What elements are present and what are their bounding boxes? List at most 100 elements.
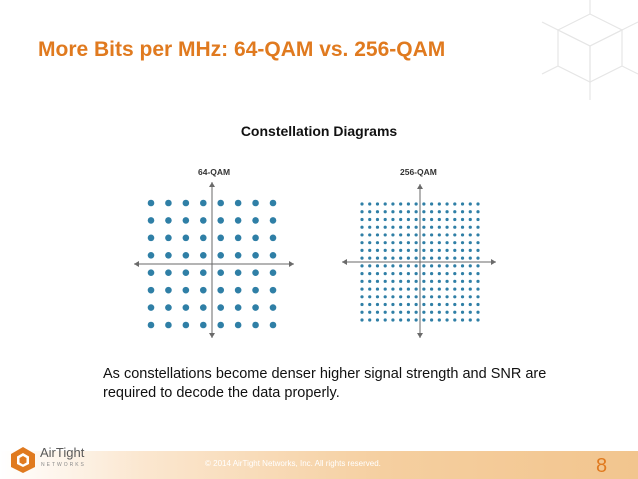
constellation-point (476, 310, 480, 314)
constellation-point (383, 318, 387, 322)
constellation-point (476, 248, 480, 252)
constellation-point (453, 241, 457, 245)
constellation-point (460, 233, 465, 237)
constellation-point (422, 318, 426, 322)
constellation-point (430, 210, 434, 214)
constellation-point (422, 256, 426, 260)
constellation-point (437, 202, 441, 206)
constellation-point (476, 225, 480, 229)
constellation-point (414, 302, 418, 307)
constellation-point (399, 256, 403, 260)
constellation-point (360, 248, 364, 252)
constellation-point (453, 264, 457, 268)
footer-bar (0, 451, 638, 479)
constellation-point (414, 233, 418, 237)
constellation-point (445, 225, 449, 229)
slide-title: More Bits per MHz: 64-QAM vs. 256-QAM (38, 38, 446, 61)
constellation-point (147, 269, 155, 277)
constellation-point (445, 248, 449, 252)
constellation-point (468, 225, 472, 229)
constellation-point (422, 272, 426, 276)
constellation-point (399, 217, 403, 222)
constellation-point (437, 318, 441, 322)
constellation-point (476, 295, 480, 299)
constellation-point (399, 210, 403, 214)
constellation-point (468, 318, 472, 322)
constellation-point (399, 241, 403, 245)
constellation-point (430, 318, 434, 322)
constellation-point (437, 264, 441, 268)
constellation-point (468, 279, 472, 283)
constellation-point (406, 248, 410, 252)
copyright-text: © 2014 AirTight Networks, Inc. All right… (205, 459, 381, 468)
constellation-point (360, 217, 364, 222)
constellation-point (399, 272, 403, 276)
constellation-point (360, 310, 364, 314)
constellation-point (453, 287, 457, 291)
constellation-point (252, 217, 259, 224)
constellation-point (445, 279, 449, 283)
constellation-point (165, 269, 172, 277)
axis-arrow (417, 333, 423, 338)
constellation-point (453, 256, 457, 260)
constellation-point (391, 264, 395, 268)
constellation-point (453, 318, 457, 322)
constellation-point (460, 248, 465, 252)
constellation-point (422, 264, 426, 268)
constellation-point (252, 286, 259, 294)
constellation-point (383, 279, 387, 283)
constellation-point (234, 251, 242, 259)
constellation-point (383, 241, 387, 245)
constellation-point (453, 202, 457, 206)
caption-text: As constellations become denser higher s… (103, 366, 547, 401)
constellation-point (414, 295, 418, 299)
constellation-point (360, 210, 364, 214)
constellation-point (165, 199, 172, 207)
constellation-point (422, 210, 426, 214)
constellation-point (199, 269, 207, 277)
constellation-point (383, 256, 387, 260)
constellation-point (399, 302, 403, 307)
constellation-point (460, 287, 465, 291)
constellation-point (445, 302, 449, 307)
constellation-point (468, 264, 472, 268)
constellation-point (368, 248, 372, 252)
constellation-point (430, 272, 434, 276)
constellation-point (430, 248, 434, 252)
constellation-point (269, 251, 277, 259)
constellation-point (430, 302, 434, 307)
constellation-point (445, 318, 449, 322)
constellation-point (368, 295, 372, 299)
diagram-heading: Constellation Diagrams (240, 123, 398, 139)
constellation-point (414, 210, 418, 214)
constellation-point (468, 202, 472, 206)
constellation-point (234, 304, 242, 311)
constellation-point (460, 210, 465, 214)
constellation-point (368, 287, 372, 291)
constellation-point (476, 264, 480, 268)
constellation-point (391, 272, 395, 276)
constellation-point (217, 304, 225, 311)
constellation-point (368, 264, 372, 268)
axis-arrow (342, 259, 347, 265)
airtight-logo: AirTight NETWORKS (8, 444, 118, 474)
constellation-point (399, 233, 403, 237)
constellation-point (147, 304, 155, 311)
constellation-point (422, 295, 426, 299)
constellation-point (383, 248, 387, 252)
constellation-point (360, 318, 364, 322)
constellation-point (468, 233, 472, 237)
constellation-point (391, 302, 395, 307)
constellation-point (422, 241, 426, 245)
constellation-point (445, 272, 449, 276)
constellation-point (445, 256, 449, 260)
constellation-point (368, 310, 372, 314)
logo-name: AirTight (40, 445, 85, 460)
constellation-point (468, 217, 472, 222)
constellation-point (430, 287, 434, 291)
logo-tagline: NETWORKS (41, 462, 86, 468)
constellation-point (476, 210, 480, 214)
constellation-point (406, 279, 410, 283)
constellation-point (468, 256, 472, 260)
